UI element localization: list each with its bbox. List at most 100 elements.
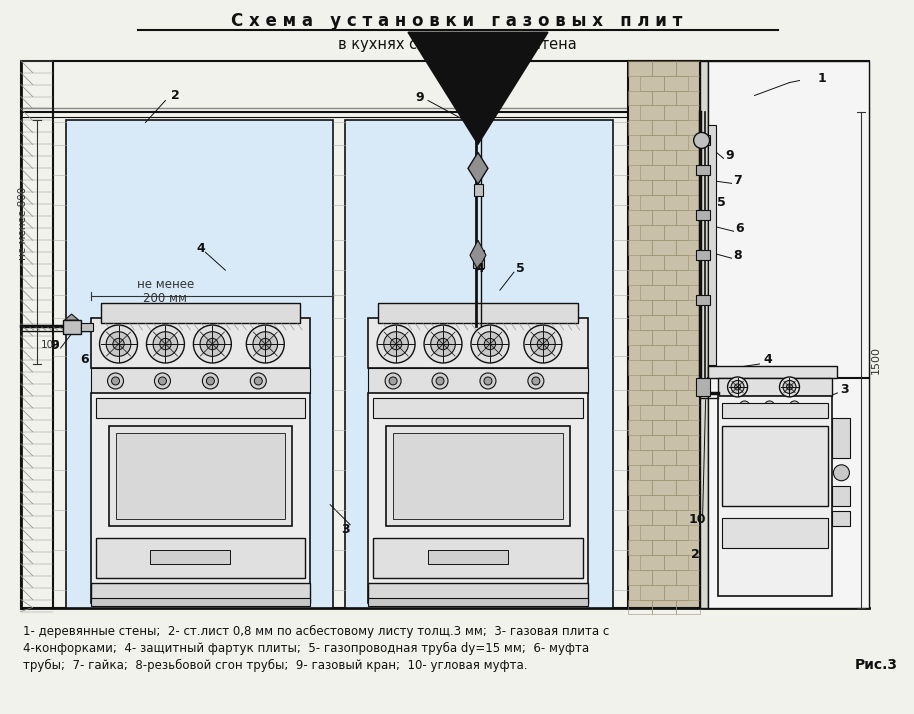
Bar [652,600,675,615]
Bar [707,366,837,378]
Circle shape [739,401,749,411]
Text: 6: 6 [80,353,89,366]
Bar [675,181,699,196]
Text: 1: 1 [817,72,826,85]
Text: 8: 8 [733,248,742,262]
Bar [428,550,508,563]
Bar [675,540,699,555]
Text: 4-конфорками;  4- защитный фартук плиты;  5- газопроводная труба dy=15 мм;  6- м: 4-конфорками; 4- защитный фартук плиты; … [23,642,589,655]
Bar [833,418,850,458]
Bar [664,76,687,91]
Text: 5: 5 [515,261,525,275]
Circle shape [790,401,800,411]
Bar [707,126,716,365]
Bar [675,151,699,166]
Circle shape [146,325,185,363]
Bar [675,600,699,615]
Text: 1500: 1500 [870,346,880,374]
Bar [652,121,675,136]
Bar [640,106,664,121]
Bar [151,550,230,563]
Bar [664,555,687,570]
Bar [652,420,675,435]
Text: 9: 9 [726,149,734,162]
Bar [652,390,675,405]
Bar [62,320,80,334]
Bar [80,323,92,331]
Text: 5: 5 [717,196,726,208]
Bar [628,121,652,136]
Bar [652,151,675,166]
Circle shape [207,377,215,385]
Bar [652,360,675,375]
Polygon shape [65,314,79,320]
Circle shape [524,325,562,363]
Bar [628,540,652,555]
Bar [664,315,687,330]
Bar [640,196,664,211]
Text: 4: 4 [196,242,205,255]
Bar [652,450,675,465]
Bar [652,91,675,106]
Bar [721,518,828,548]
Text: 2: 2 [691,548,700,561]
Text: 9: 9 [416,91,424,104]
Text: 9: 9 [50,338,58,351]
Circle shape [253,332,278,356]
Bar [675,480,699,495]
Bar [696,136,709,146]
Text: 10: 10 [689,513,707,526]
Circle shape [154,373,170,389]
Bar [628,330,652,345]
Bar [640,225,664,240]
Bar [474,184,483,196]
Text: в кухнях с деревянными стена: в кухнях с деревянными стена [337,37,577,52]
Text: 1- деревянные стены;  2- ст.лист 0,8 мм по асбестовому листу толщ.3 мм;  3- газо: 1- деревянные стены; 2- ст.лист 0,8 мм п… [23,625,609,638]
Bar [664,375,687,390]
Bar [707,61,869,608]
Circle shape [787,384,792,390]
Bar [717,378,833,396]
Text: 6: 6 [735,222,744,235]
Bar [699,61,707,608]
Bar [664,196,687,211]
Circle shape [389,377,397,385]
Bar [368,368,588,393]
Bar [90,393,310,603]
Bar [675,360,699,375]
Bar [373,538,583,578]
Bar [833,486,850,506]
Bar [721,426,828,506]
Polygon shape [470,240,486,270]
Bar [675,570,699,585]
Bar [640,555,664,570]
Circle shape [194,325,231,363]
Bar [675,240,699,255]
Circle shape [158,377,166,385]
Bar [664,225,687,240]
Bar [675,121,699,136]
Bar [628,390,652,405]
Bar [378,303,578,323]
Bar [696,211,709,220]
Bar [628,420,652,435]
Circle shape [202,373,218,389]
Bar [664,345,687,360]
Bar [664,405,687,420]
Bar [628,181,652,196]
Bar [628,450,652,465]
Bar [628,600,652,615]
Bar [368,318,588,368]
Circle shape [780,377,800,397]
Circle shape [254,377,262,385]
Circle shape [694,132,709,149]
Bar [652,270,675,285]
Bar [652,61,675,76]
Circle shape [246,325,284,363]
Bar [675,330,699,345]
Bar [696,250,709,260]
Circle shape [530,332,555,356]
Bar [696,166,709,176]
Text: не менее 800: не менее 800 [17,186,27,260]
Bar [664,465,687,480]
